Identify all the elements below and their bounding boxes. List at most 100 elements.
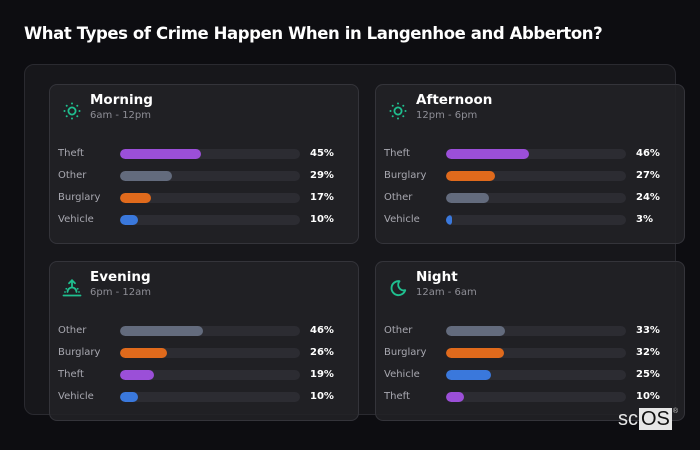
bar-value: 46% bbox=[636, 148, 660, 159]
bar-fill bbox=[446, 171, 495, 181]
logo-os: OS bbox=[639, 408, 672, 430]
bar-value: 46% bbox=[310, 325, 334, 336]
bar-track bbox=[446, 348, 626, 358]
bar-list: Other 33% Burglary 32% Vehicle 25% Theft 10% bbox=[384, 323, 674, 411]
bar-label: Vehicle bbox=[58, 214, 94, 225]
bar-value: 29% bbox=[310, 170, 334, 181]
card-afternoon: Afternoon 12pm - 6pm Theft 46% Burglary 27… bbox=[375, 84, 685, 244]
card-title: Morning bbox=[90, 92, 153, 108]
scos-logo: sc OS ® bbox=[617, 408, 678, 430]
card-title: Evening bbox=[90, 269, 151, 285]
bar-value: 10% bbox=[310, 214, 334, 225]
bar-label: Vehicle bbox=[384, 369, 420, 380]
bar-row: Burglary 17% bbox=[58, 190, 348, 212]
bar-value: 32% bbox=[636, 347, 660, 358]
bar-value: 24% bbox=[636, 192, 660, 203]
bar-label: Other bbox=[58, 325, 87, 336]
bar-row: Other 29% bbox=[58, 168, 348, 190]
bar-row: Theft 45% bbox=[58, 146, 348, 168]
bar-track bbox=[120, 171, 300, 181]
bar-value: 19% bbox=[310, 369, 334, 380]
bar-label: Burglary bbox=[58, 347, 101, 358]
card-time-range: 6pm - 12am bbox=[90, 287, 152, 298]
bar-fill bbox=[446, 193, 490, 203]
bar-row: Theft 19% bbox=[58, 367, 348, 389]
bar-label: Theft bbox=[384, 391, 410, 402]
bar-fill bbox=[446, 215, 453, 225]
bar-track bbox=[446, 149, 626, 159]
card-time-range: 12pm - 6pm bbox=[416, 110, 478, 121]
bar-list: Other 46% Burglary 26% Theft 19% Vehicle 10% bbox=[58, 323, 348, 411]
bar-value: 3% bbox=[636, 214, 653, 225]
card-time-range: 12am - 6am bbox=[416, 287, 477, 298]
bar-track bbox=[120, 392, 300, 402]
bar-track bbox=[446, 193, 626, 203]
bar-track bbox=[120, 348, 300, 358]
bar-value: 27% bbox=[636, 170, 660, 181]
bar-track bbox=[120, 370, 300, 380]
bar-row: Theft 46% bbox=[384, 146, 674, 168]
bar-fill bbox=[446, 326, 506, 336]
registered-mark: ® bbox=[672, 408, 679, 415]
bar-track bbox=[446, 370, 626, 380]
bar-label: Other bbox=[58, 170, 87, 181]
bar-fill bbox=[120, 193, 151, 203]
bar-row: Vehicle 10% bbox=[58, 212, 348, 234]
bar-fill bbox=[120, 149, 201, 159]
bar-fill bbox=[446, 348, 504, 358]
bar-label: Other bbox=[384, 325, 413, 336]
bar-fill bbox=[120, 348, 167, 358]
bar-list: Theft 46% Burglary 27% Other 24% Vehicle 3% bbox=[384, 146, 674, 234]
bar-label: Vehicle bbox=[384, 214, 420, 225]
sun-icon bbox=[62, 101, 82, 121]
bar-fill bbox=[120, 326, 203, 336]
card-title: Night bbox=[416, 269, 458, 285]
bar-track bbox=[120, 149, 300, 159]
sun-icon bbox=[388, 101, 408, 121]
bar-value: 25% bbox=[636, 369, 660, 380]
bar-label: Burglary bbox=[58, 192, 101, 203]
moon-icon bbox=[388, 278, 408, 298]
bar-fill bbox=[120, 215, 138, 225]
bar-label: Theft bbox=[384, 148, 410, 159]
card-night: Night 12am - 6am Other 33% Burglary 32% Ve… bbox=[375, 261, 685, 421]
bar-row: Burglary 32% bbox=[384, 345, 674, 367]
bar-label: Burglary bbox=[384, 170, 427, 181]
bar-value: 17% bbox=[310, 192, 334, 203]
card-title: Afternoon bbox=[416, 92, 493, 108]
bar-track bbox=[120, 193, 300, 203]
bar-row: Vehicle 25% bbox=[384, 367, 674, 389]
bar-row: Vehicle 3% bbox=[384, 212, 674, 234]
bar-track bbox=[446, 326, 626, 336]
bar-label: Vehicle bbox=[58, 391, 94, 402]
bar-value: 45% bbox=[310, 148, 334, 159]
bar-track bbox=[446, 171, 626, 181]
bar-row: Theft 10% bbox=[384, 389, 674, 411]
bar-fill bbox=[446, 370, 491, 380]
bar-value: 10% bbox=[310, 391, 334, 402]
bar-fill bbox=[446, 392, 464, 402]
bar-fill bbox=[120, 171, 173, 181]
bar-label: Other bbox=[384, 192, 413, 203]
card-morning: Morning 6am - 12pm Theft 45% Other 29% Bur… bbox=[49, 84, 359, 244]
bar-list: Theft 45% Other 29% Burglary 17% Vehicle 10% bbox=[58, 146, 348, 234]
bar-row: Other 24% bbox=[384, 190, 674, 212]
bar-fill bbox=[120, 392, 138, 402]
bar-track bbox=[120, 215, 300, 225]
bar-label: Theft bbox=[58, 369, 84, 380]
bar-track bbox=[446, 392, 626, 402]
bar-row: Other 33% bbox=[384, 323, 674, 345]
bar-value: 26% bbox=[310, 347, 334, 358]
page-title: What Types of Crime Happen When in Lange… bbox=[24, 24, 603, 43]
bar-track bbox=[120, 326, 300, 336]
bar-label: Burglary bbox=[384, 347, 427, 358]
bar-row: Burglary 26% bbox=[58, 345, 348, 367]
bar-fill bbox=[446, 149, 529, 159]
bar-value: 33% bbox=[636, 325, 660, 336]
sunset-icon bbox=[62, 278, 82, 298]
logo-sc: sc bbox=[618, 408, 638, 430]
bar-row: Burglary 27% bbox=[384, 168, 674, 190]
bar-track bbox=[446, 215, 626, 225]
bar-row: Other 46% bbox=[58, 323, 348, 345]
